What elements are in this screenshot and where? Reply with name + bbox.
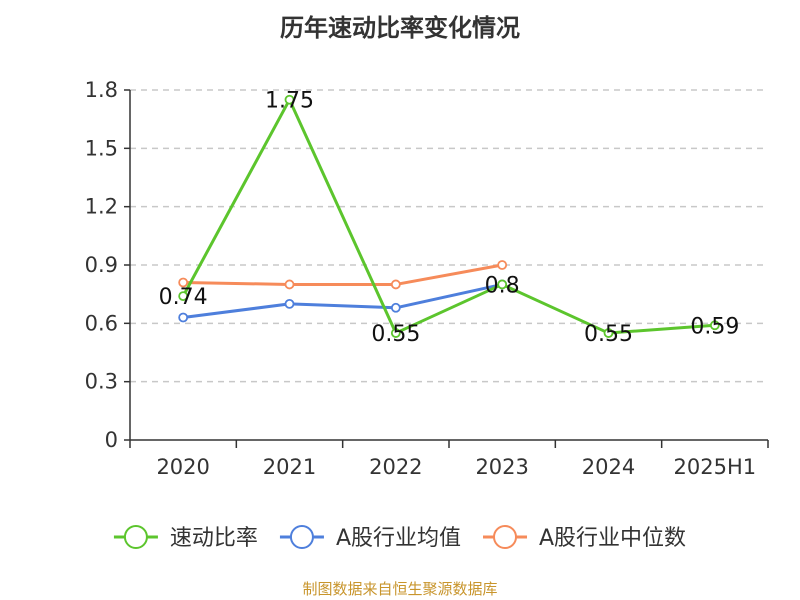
x-tick-label: 2021 <box>263 455 316 479</box>
y-tick-label: 1.2 <box>85 195 118 219</box>
data-label: 0.55 <box>584 322 633 347</box>
y-tick-label: 0.9 <box>85 253 118 277</box>
chart-title: 历年速动比率变化情况 <box>280 14 520 42</box>
legend-label: A股行业中位数 <box>539 526 686 551</box>
series-lines <box>178 94 720 338</box>
y-tick-label: 0 <box>105 428 118 452</box>
series-line <box>182 282 503 319</box>
y-tick-label: 1.5 <box>85 136 118 160</box>
data-point <box>178 277 189 288</box>
y-tick-label: 0.3 <box>85 370 118 394</box>
x-tick-label: 2023 <box>475 455 528 479</box>
data-point <box>284 94 295 105</box>
data-point <box>390 279 401 290</box>
legend-item[interactable]: A股行业中位数 <box>483 525 686 551</box>
data-point <box>709 320 720 331</box>
series-line <box>183 263 503 286</box>
data-point <box>284 298 295 309</box>
x-tick-label: 2020 <box>156 455 209 479</box>
legend-label: A股行业均值 <box>336 526 461 551</box>
legend-marker <box>123 525 148 549</box>
source-note: 制图数据来自恒生聚源数据库 <box>302 580 498 598</box>
legend-item[interactable]: 速动比率 <box>113 525 258 551</box>
y-tick-label: 1.8 <box>85 78 118 102</box>
data-labels: 0.74 1.75 0.55 0.8 0.55 0.59 <box>159 89 740 347</box>
x-tick-label: 2024 <box>582 455 635 479</box>
data-point <box>284 279 295 290</box>
data-label: 0.55 <box>371 322 420 347</box>
data-label: 0.59 <box>690 314 739 339</box>
data-point <box>497 260 508 270</box>
data-point <box>603 328 614 338</box>
x-tick-label: 2025H1 <box>674 455 757 479</box>
axes: 0 0.3 0.6 0.9 1.2 1.5 1.8 2020 2021 2022 2023 2024 2… <box>85 78 769 479</box>
grid-lines <box>130 89 768 383</box>
data-point <box>390 328 401 338</box>
series-line <box>181 98 715 335</box>
legend-marker <box>289 525 314 549</box>
legend-label: 速动比率 <box>170 526 258 551</box>
y-tick-label: 0.6 <box>85 311 118 335</box>
data-point <box>390 302 401 313</box>
legend-item[interactable]: A股行业均值 <box>279 525 461 551</box>
data-point <box>178 312 189 323</box>
data-label: 0.74 <box>159 285 208 310</box>
data-label: 1.75 <box>265 89 314 114</box>
data-point <box>178 291 189 302</box>
data-label: 0.8 <box>485 273 520 298</box>
x-tick-label: 2022 <box>369 455 422 479</box>
data-point <box>497 279 508 290</box>
legend[interactable]: 速动比率 A股行业均值 A股行业中位数 <box>113 525 686 551</box>
legend-marker <box>493 525 518 549</box>
